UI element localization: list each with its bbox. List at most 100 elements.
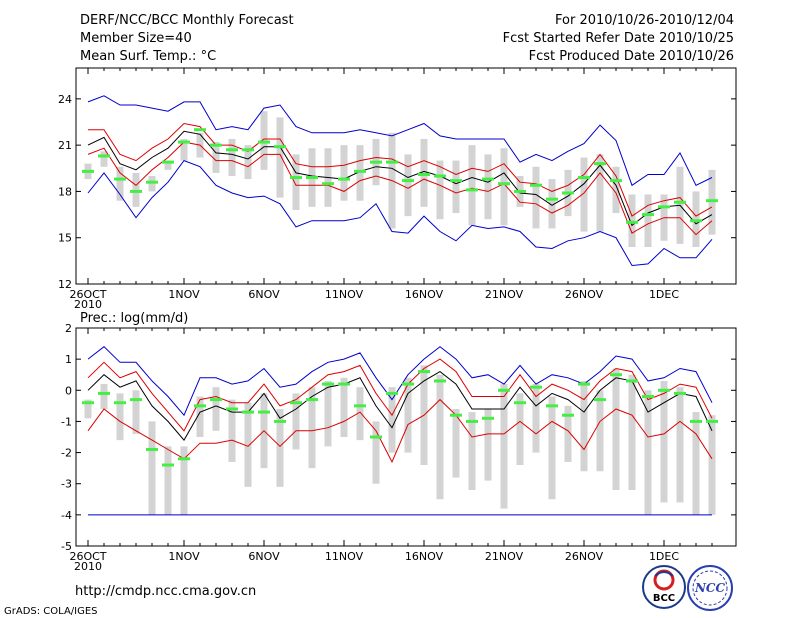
median-marker — [530, 183, 542, 187]
ensemble-range-bar — [116, 393, 124, 441]
median-marker — [226, 407, 238, 411]
median-marker — [450, 179, 462, 183]
lower-spread-line — [87, 398, 713, 464]
x-tick-label: 26OCT — [69, 550, 106, 563]
median-marker — [402, 179, 414, 183]
median-marker — [370, 435, 382, 439]
median-marker — [194, 404, 206, 408]
median-marker — [290, 401, 302, 405]
median-marker — [610, 373, 622, 377]
median-marker — [562, 191, 574, 195]
grads-credit: GrADS: COLA/IGES — [4, 606, 98, 617]
bcc-logo-text: BCC — [653, 593, 675, 604]
x-tick-label: 16NOV — [405, 288, 444, 301]
x-tick-label: 1DEC — [649, 550, 679, 563]
median-marker — [418, 172, 430, 176]
header-member-size: Member Size=40 — [80, 31, 192, 46]
y-tick-label: 2 — [65, 322, 72, 335]
median-marker — [290, 176, 302, 180]
ensemble-range-bar — [420, 138, 428, 207]
ensemble-range-bar — [548, 179, 556, 229]
median-marker — [626, 220, 638, 224]
ensemble-range-bar — [212, 387, 220, 431]
median-marker — [546, 197, 558, 201]
median-marker — [482, 416, 494, 420]
ensemble-range-bar — [532, 384, 540, 453]
median-marker — [546, 404, 558, 408]
median-marker — [434, 174, 446, 178]
median-marker — [578, 382, 590, 386]
median-marker — [514, 401, 526, 405]
ensemble-range-bar — [388, 387, 396, 453]
median-marker — [418, 370, 430, 374]
ensemble-range-bar — [100, 151, 108, 167]
median-marker — [194, 128, 206, 132]
y-tick-label: -3 — [61, 478, 72, 491]
median-marker — [322, 382, 334, 386]
median-marker — [626, 379, 638, 383]
median-marker — [658, 388, 670, 392]
x-tick-label: 11NOV — [325, 550, 364, 563]
median-marker — [130, 189, 142, 193]
y-tick-label: -1 — [61, 415, 72, 428]
ensemble-range-bar — [612, 368, 620, 490]
median-marker — [226, 148, 238, 152]
median-marker — [354, 169, 366, 173]
median-marker — [706, 199, 718, 203]
ensemble-mean-line — [87, 130, 713, 227]
median-marker — [98, 391, 110, 395]
median-marker — [338, 177, 350, 181]
y-tick-label: 24 — [58, 93, 72, 106]
y-tick-label: 0 — [65, 384, 72, 397]
ensemble-range-bar — [628, 194, 636, 247]
x-tick-label: 6NOV — [248, 550, 280, 563]
median-marker — [370, 160, 382, 164]
ensemble-range-bar — [676, 387, 684, 503]
median-marker — [82, 169, 94, 173]
ensemble-range-bar — [548, 396, 556, 500]
median-marker — [146, 180, 158, 184]
ensemble-range-bar — [404, 377, 412, 453]
median-marker — [674, 200, 686, 204]
median-marker — [98, 154, 110, 158]
min-line — [87, 159, 713, 267]
median-marker — [594, 162, 606, 166]
median-marker — [306, 398, 318, 402]
ensemble-range-bar — [228, 399, 236, 462]
median-marker — [242, 410, 254, 414]
ensemble-range-bar — [260, 111, 268, 170]
ensemble-range-bar — [180, 138, 188, 161]
ensemble-range-bar — [644, 194, 652, 247]
ensemble-range-bar — [612, 166, 620, 214]
ensemble-range-bar — [644, 390, 652, 515]
ensemble-range-bar — [180, 446, 188, 515]
median-marker — [674, 391, 686, 395]
median-marker — [562, 413, 574, 417]
median-marker — [82, 401, 94, 405]
header-start-date: Fcst Started Refer Date 2010/10/25 — [503, 31, 734, 46]
median-marker — [178, 457, 190, 461]
upper-spread-line — [88, 122, 713, 217]
y-tick-label: -2 — [61, 447, 72, 460]
median-marker — [258, 410, 270, 414]
median-marker — [690, 419, 702, 423]
ensemble-range-bar — [308, 387, 316, 469]
ensemble-range-bar — [692, 412, 700, 515]
ensemble-range-bar — [372, 421, 380, 484]
median-marker — [530, 385, 542, 389]
ensemble-range-bar — [228, 138, 236, 176]
median-marker — [354, 404, 366, 408]
ensemble-range-bar — [276, 117, 284, 198]
median-marker — [338, 382, 350, 386]
ensemble-range-bar — [484, 154, 492, 220]
median-marker — [274, 145, 286, 149]
x-tick-label: 21NOV — [485, 288, 524, 301]
ensemble-range-bar — [100, 384, 108, 409]
footer-url[interactable]: http://cmdp.ncc.cma.gov.cn — [75, 584, 256, 599]
bcc-logo: BCC — [642, 565, 686, 609]
x-tick-label: 1NOV — [168, 550, 200, 563]
ensemble-range-bar — [580, 157, 588, 232]
median-marker — [386, 160, 398, 164]
ensemble-range-bar — [292, 393, 300, 450]
